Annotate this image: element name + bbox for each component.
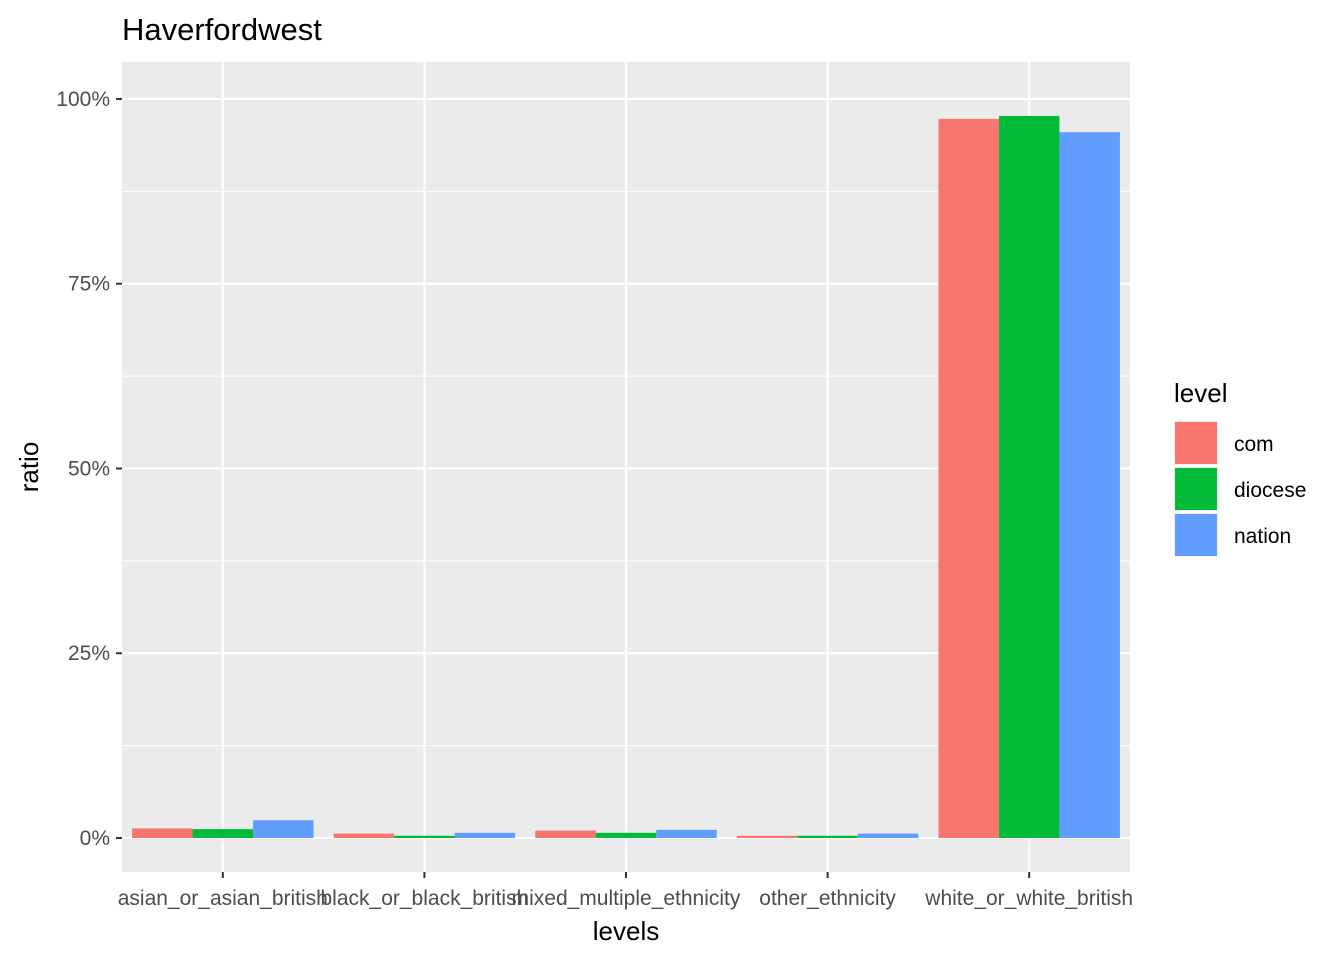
bar-nation-asian_or_asian_british — [253, 820, 314, 839]
bar-diocese-other_ethnicity — [797, 835, 858, 839]
bar-com-asian_or_asian_british — [132, 828, 193, 839]
bar-nation-other_ethnicity — [857, 833, 919, 839]
legend-title: level — [1174, 378, 1227, 408]
bar-nation-mixed_multiple_ethnicity — [656, 829, 717, 839]
x-tick-label: mixed_multiple_ethnicity — [512, 887, 741, 910]
legend-label-diocese: diocese — [1234, 479, 1306, 502]
bar-com-mixed_multiple_ethnicity — [535, 830, 596, 839]
legend-label-com: com — [1234, 433, 1274, 456]
legend-key-nation — [1175, 514, 1217, 556]
bar-diocese-white_or_white_british — [998, 115, 1060, 839]
x-tick-label: other_ethnicity — [759, 887, 896, 910]
bar-com-white_or_white_british — [938, 118, 999, 839]
y-tick-label: 0% — [80, 827, 110, 850]
x-axis: asian_or_asian_britishblack_or_black_bri… — [118, 872, 1133, 910]
bar-diocese-mixed_multiple_ethnicity — [595, 832, 657, 839]
bars — [132, 115, 1120, 839]
bar-nation-white_or_white_british — [1059, 132, 1120, 839]
x-axis-title: levels — [593, 916, 659, 946]
y-tick-label: 25% — [68, 642, 110, 665]
x-tick-label: black_or_black_british — [321, 887, 529, 910]
y-axis: 0% 25% 50% 75% 100% — [56, 88, 122, 850]
bar-diocese-asian_or_asian_british — [192, 829, 254, 839]
x-tick-label: white_or_white_british — [924, 887, 1133, 910]
y-tick-label: 100% — [56, 88, 110, 111]
legend-label-nation: nation — [1234, 525, 1291, 548]
y-tick-label: 50% — [68, 457, 110, 480]
legend: level com diocese nation — [1174, 378, 1306, 557]
bar-diocese-black_or_black_british — [394, 835, 455, 839]
legend-key-diocese — [1175, 468, 1217, 510]
legend-key-com — [1175, 422, 1217, 464]
bar-com-black_or_black_british — [333, 833, 395, 839]
y-axis-title: ratio — [14, 442, 44, 493]
chart-title: Haverfordwest — [122, 12, 322, 47]
bar-com-other_ethnicity — [736, 835, 798, 839]
x-tick-label: asian_or_asian_british — [118, 887, 328, 910]
y-tick-label: 75% — [68, 273, 110, 296]
bar-nation-black_or_black_british — [454, 832, 516, 839]
